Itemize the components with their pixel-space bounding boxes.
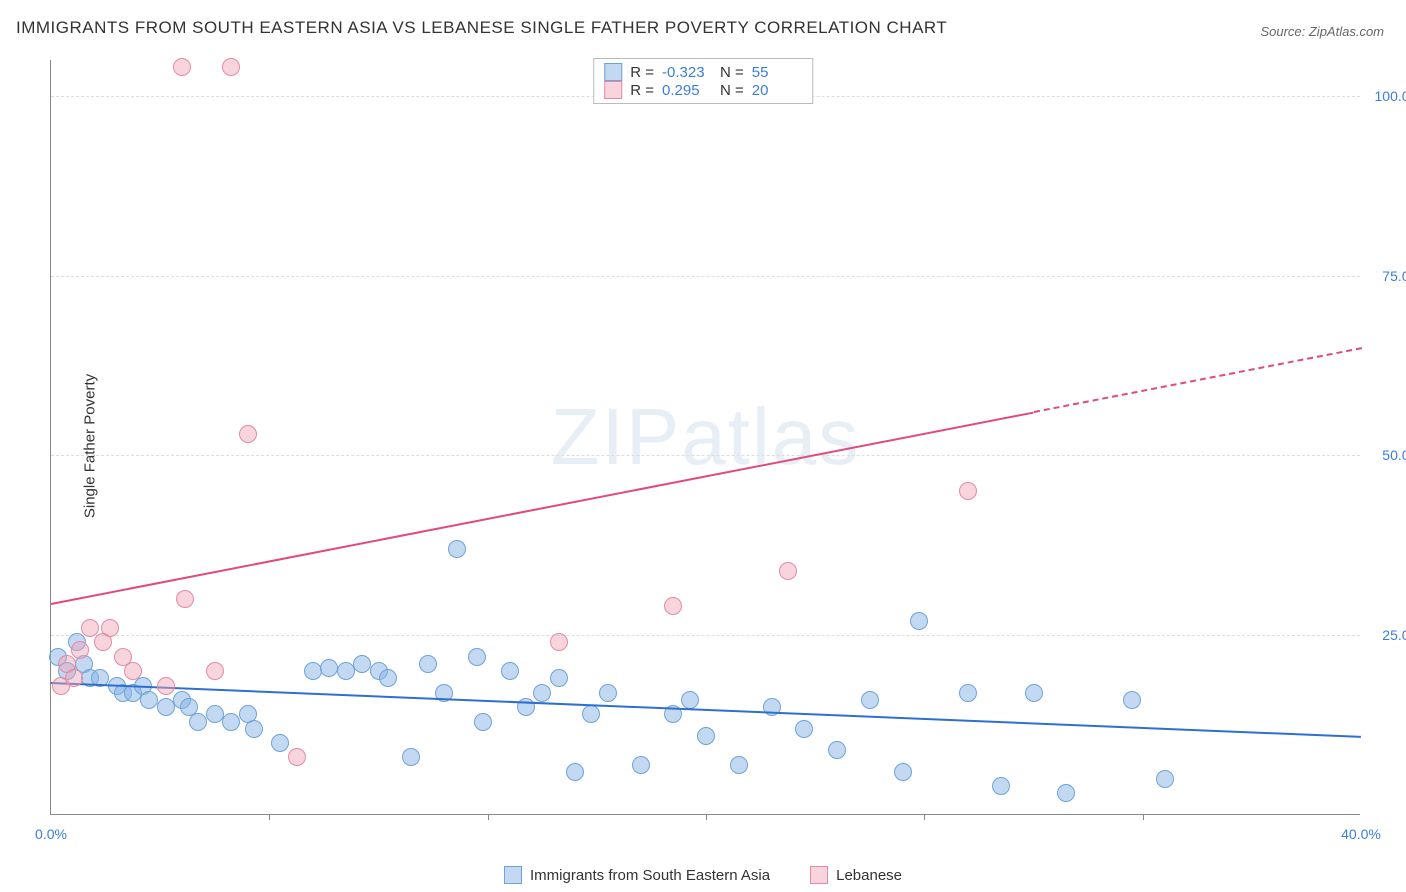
- data-point: [245, 720, 263, 738]
- data-point: [222, 713, 240, 731]
- stats-r-value: 0.295: [662, 82, 712, 99]
- data-point: [81, 619, 99, 637]
- data-point: [681, 691, 699, 709]
- trend-line: [51, 411, 1034, 604]
- y-tick-label: 50.0%: [1367, 447, 1406, 463]
- data-point: [861, 691, 879, 709]
- data-point: [288, 748, 306, 766]
- data-point: [828, 741, 846, 759]
- data-point: [468, 648, 486, 666]
- stats-n-label: N =: [720, 64, 744, 81]
- data-point: [239, 425, 257, 443]
- data-point: [176, 590, 194, 608]
- data-point: [501, 662, 519, 680]
- data-point: [419, 655, 437, 673]
- data-point: [140, 691, 158, 709]
- data-point: [337, 662, 355, 680]
- data-point: [379, 669, 397, 687]
- data-point: [173, 58, 191, 76]
- data-point: [582, 705, 600, 723]
- watermark-atlas: atlas: [681, 392, 860, 481]
- data-point: [599, 684, 617, 702]
- bottom-legend: Immigrants from South Eastern Asia Lebane…: [504, 866, 902, 884]
- stats-n-value: 55: [752, 64, 802, 81]
- y-tick-label: 25.0%: [1367, 627, 1406, 643]
- watermark-zip: ZIP: [551, 392, 681, 481]
- stats-swatch: [604, 63, 622, 81]
- data-point: [1156, 770, 1174, 788]
- stats-n-value: 20: [752, 82, 802, 99]
- data-point: [71, 641, 89, 659]
- x-tick-label: 0.0%: [35, 826, 67, 842]
- data-point: [566, 763, 584, 781]
- data-point: [65, 669, 83, 687]
- data-point: [779, 562, 797, 580]
- data-point: [959, 684, 977, 702]
- y-tick-label: 75.0%: [1367, 268, 1406, 284]
- gridline: [51, 635, 1360, 636]
- stats-n-label: N =: [720, 82, 744, 99]
- stats-legend-box: R = -0.323 N = 55 R = 0.295 N = 20: [593, 58, 813, 104]
- stats-r-label: R =: [630, 64, 654, 81]
- data-point: [474, 713, 492, 731]
- x-tick-mark: [706, 814, 707, 820]
- legend-swatch: [810, 866, 828, 884]
- data-point: [959, 482, 977, 500]
- chart-container: IMMIGRANTS FROM SOUTH EASTERN ASIA VS LE…: [0, 0, 1406, 892]
- stats-r-label: R =: [630, 82, 654, 99]
- legend-label: Lebanese: [836, 867, 902, 884]
- source-attribution: Source: ZipAtlas.com: [1260, 24, 1384, 39]
- plot-area: ZIPatlas 25.0%50.0%75.0%100.0%0.0%40.0%: [50, 60, 1360, 815]
- stats-row: R = -0.323 N = 55: [604, 63, 802, 81]
- y-tick-label: 100.0%: [1367, 88, 1406, 104]
- data-point: [664, 597, 682, 615]
- data-point: [992, 777, 1010, 795]
- watermark: ZIPatlas: [551, 391, 860, 483]
- data-point: [157, 677, 175, 695]
- stats-swatch: [604, 81, 622, 99]
- data-point: [550, 669, 568, 687]
- data-point: [402, 748, 420, 766]
- data-point: [124, 662, 142, 680]
- stats-row: R = 0.295 N = 20: [604, 81, 802, 99]
- data-point: [550, 633, 568, 651]
- gridline: [51, 276, 1360, 277]
- data-point: [1057, 784, 1075, 802]
- legend-item: Immigrants from South Eastern Asia: [504, 866, 770, 884]
- legend-swatch: [504, 866, 522, 884]
- data-point: [206, 662, 224, 680]
- data-point: [795, 720, 813, 738]
- data-point: [271, 734, 289, 752]
- x-tick-label: 40.0%: [1341, 826, 1381, 842]
- data-point: [206, 705, 224, 723]
- data-point: [157, 698, 175, 716]
- data-point: [189, 713, 207, 731]
- data-point: [222, 58, 240, 76]
- data-point: [730, 756, 748, 774]
- legend-label: Immigrants from South Eastern Asia: [530, 867, 770, 884]
- data-point: [1123, 691, 1141, 709]
- data-point: [894, 763, 912, 781]
- data-point: [101, 619, 119, 637]
- data-point: [533, 684, 551, 702]
- x-tick-mark: [924, 814, 925, 820]
- x-tick-mark: [488, 814, 489, 820]
- stats-r-value: -0.323: [662, 64, 712, 81]
- gridline: [51, 455, 1360, 456]
- x-tick-mark: [1143, 814, 1144, 820]
- data-point: [910, 612, 928, 630]
- x-tick-mark: [269, 814, 270, 820]
- data-point: [448, 540, 466, 558]
- data-point: [632, 756, 650, 774]
- data-point: [304, 662, 322, 680]
- chart-title: IMMIGRANTS FROM SOUTH EASTERN ASIA VS LE…: [16, 18, 947, 38]
- trend-line: [1033, 348, 1361, 414]
- data-point: [320, 659, 338, 677]
- legend-item: Lebanese: [810, 866, 902, 884]
- data-point: [1025, 684, 1043, 702]
- data-point: [353, 655, 371, 673]
- data-point: [697, 727, 715, 745]
